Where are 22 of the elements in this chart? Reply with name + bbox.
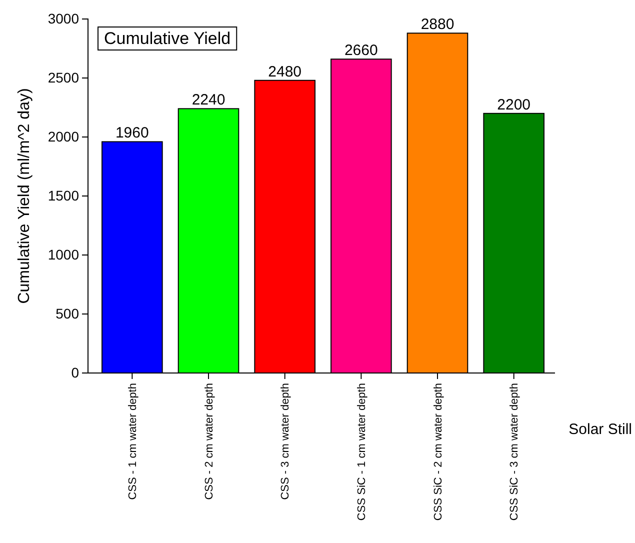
data-label: 2880 [420, 16, 454, 34]
data-label: 2480 [268, 63, 302, 80]
y-tick-label: 1500 [48, 187, 80, 204]
x-tick-label: CSS SiC - 1 cm water depth [356, 383, 368, 521]
y-axis-title: Cumulative Yield (ml/m^2 day) [16, 88, 33, 304]
x-tick-label: CSS SiC - 3 cm water depth [508, 383, 521, 521]
x-tick-label: CSS - 3 cm water depth [280, 383, 292, 500]
y-tick-label: 2000 [48, 128, 80, 144]
text: Cumulative Yield [104, 29, 231, 48]
y-tick-label: 2500 [48, 69, 80, 86]
x-tick-label: CSS - 2 cm water depth [203, 383, 216, 500]
y-tick-label: 500 [56, 305, 80, 322]
data-label: 1960 [115, 124, 149, 142]
x-tick-label: CSS - 1 cm water depth [127, 383, 140, 500]
y-tick-label: 3000 [48, 10, 80, 26]
x-axis-title: Solar Still [568, 421, 632, 438]
x-tick-label: CSS SiC - 2 cm water depth [432, 383, 444, 521]
data-label: 2240 [192, 92, 226, 109]
data-label: 2200 [497, 96, 531, 114]
y-tick-label: 0 [71, 364, 80, 380]
data-label: 2660 [344, 42, 378, 60]
y-tick-label: 1000 [48, 246, 80, 262]
